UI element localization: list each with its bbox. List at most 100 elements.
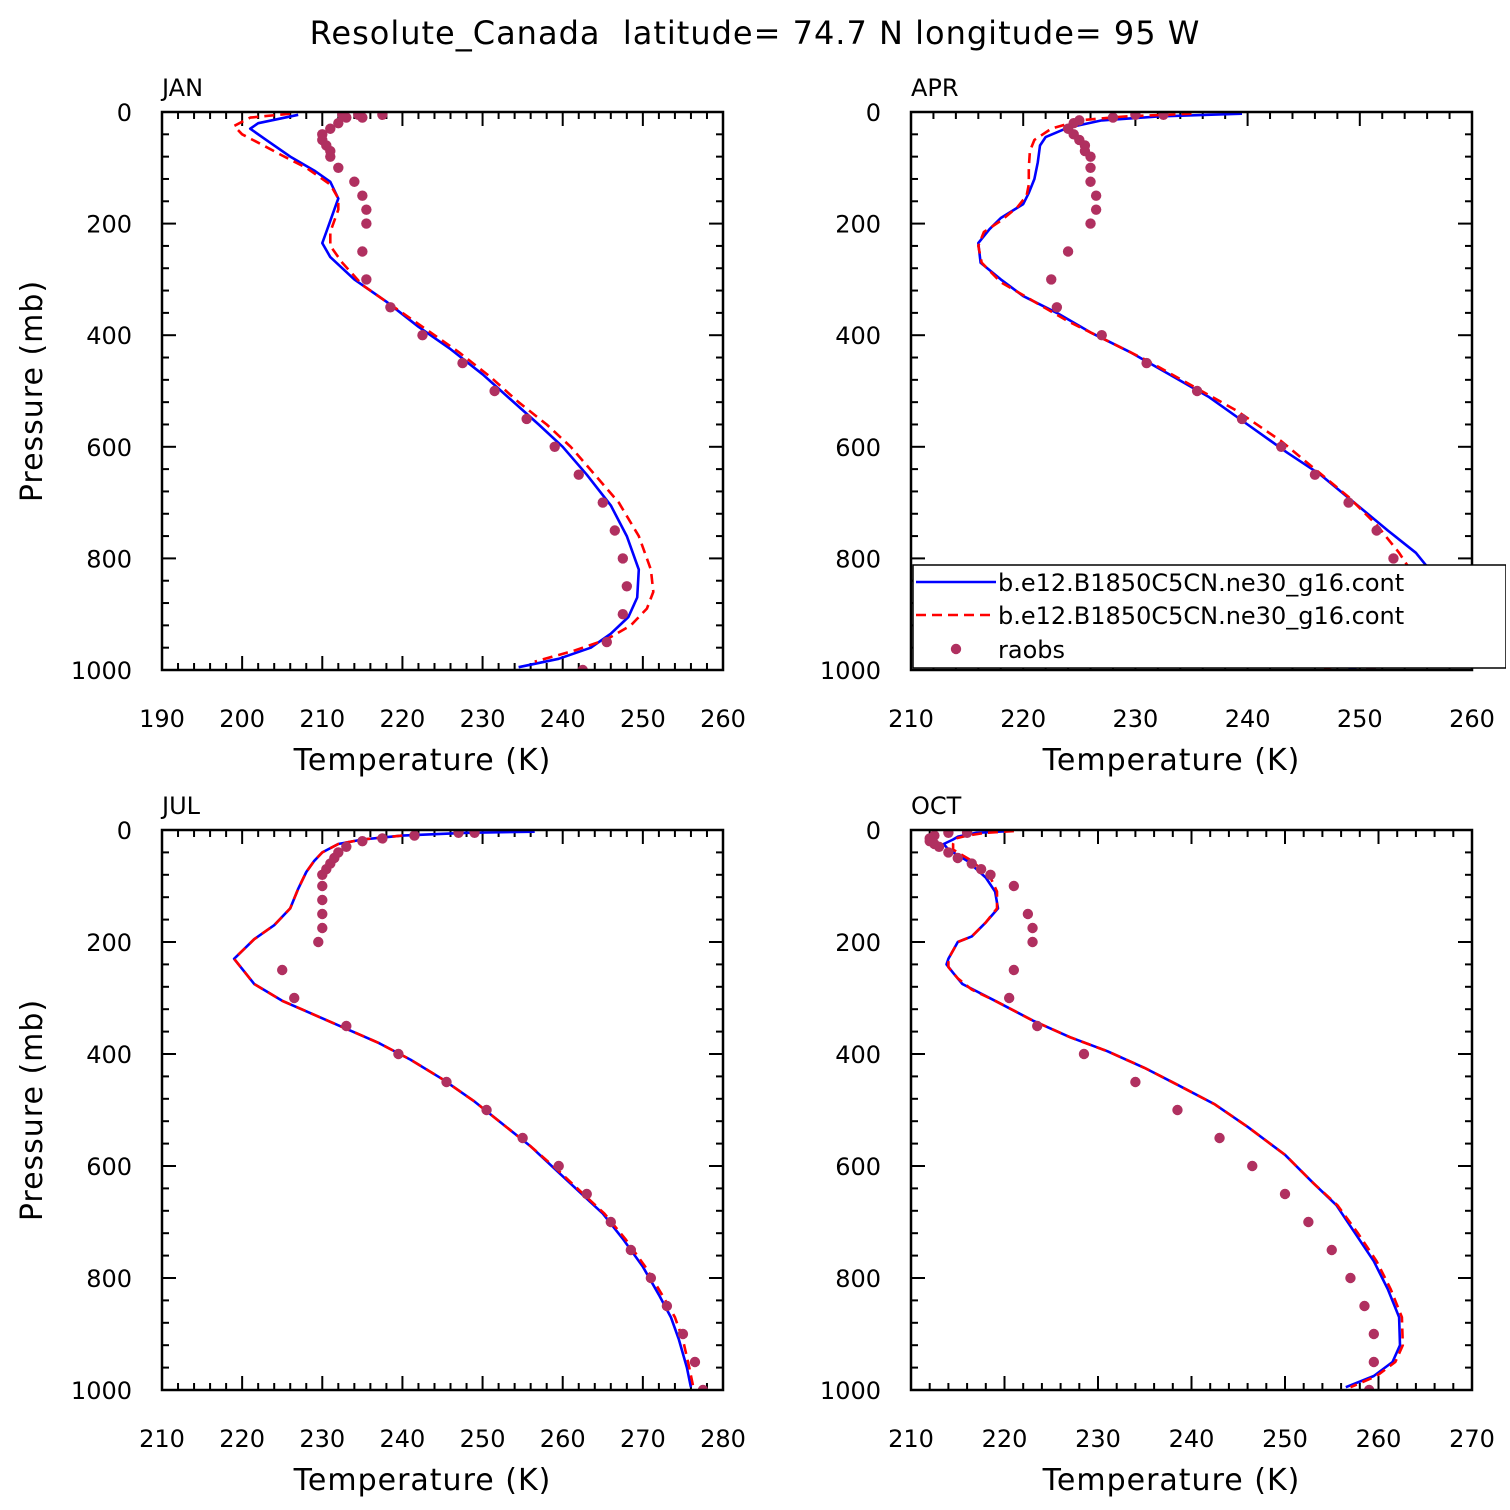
- x-tick-label: 240: [1169, 1425, 1215, 1453]
- raobs-point: [577, 664, 588, 670]
- y-tick-label: 200: [86, 929, 132, 957]
- raobs-point: [417, 330, 428, 341]
- series-line-red-dashed: [947, 830, 1405, 1389]
- raobs-point: [377, 112, 388, 120]
- x-tick-label: 260: [1449, 705, 1495, 733]
- raobs-point: [1062, 246, 1074, 257]
- y-tick-label: 800: [835, 1265, 881, 1293]
- plot-area-jan: [232, 112, 655, 670]
- raobs-point: [621, 581, 633, 592]
- panel-label-jul: JUL: [160, 792, 201, 820]
- raobs-point: [1085, 218, 1096, 229]
- raobs-point: [1214, 1132, 1225, 1144]
- raobs-point: [361, 204, 372, 215]
- y-tick-label: 1000: [71, 657, 132, 685]
- panel-jan: JAN 190 200 210 220 230 240 250 260 0 200 400 600 800…: [15, 74, 746, 778]
- raobs-point: [457, 357, 468, 369]
- raobs-point: [357, 836, 368, 847]
- x-tick-label: 230: [1112, 705, 1158, 733]
- raobs-point: [1090, 190, 1102, 201]
- raobs-point: [601, 636, 612, 648]
- y-axis-title: Pressure (mb): [15, 280, 50, 502]
- raobs-point: [609, 525, 621, 536]
- x-tick-label: 270: [620, 1425, 666, 1453]
- x-tick-label: 210: [888, 1425, 934, 1453]
- raobs-point: [1309, 469, 1321, 480]
- series-line-red-dashed: [232, 834, 695, 1388]
- raobs-point: [333, 162, 344, 173]
- raobs-point: [357, 246, 368, 257]
- series-line-blue-solid: [232, 830, 693, 1388]
- raobs-point: [341, 1020, 352, 1032]
- x-tick-label: 230: [299, 1425, 345, 1453]
- panel-oct: OCT 210 220 230 240 250 260 270 0 200 400 600 800 100…: [820, 792, 1495, 1498]
- raobs-point: [1359, 1300, 1370, 1312]
- raobs-point: [317, 869, 328, 880]
- raobs-point: [1085, 162, 1096, 173]
- raobs-point: [489, 385, 500, 397]
- legend-label: b.e12.B1850C5CN.ne30_g16.cont: [998, 602, 1404, 630]
- legend-label: raobs: [998, 636, 1065, 664]
- y-tick-label: 1000: [820, 1377, 881, 1405]
- raobs-point: [517, 1132, 528, 1144]
- panel-jul: JUL 210 220 230 240 250 260 270 280 0 200 400 600 800…: [15, 792, 746, 1498]
- raobs-point: [689, 1356, 701, 1368]
- plot-area-oct: [924, 830, 1405, 1390]
- panel-apr: APR 210 220 230 240 250 260 0 200 400 600 800 1000 Te…: [820, 74, 1495, 778]
- y-tick-label: 400: [86, 1041, 132, 1069]
- x-tick-label: 270: [1449, 1425, 1495, 1453]
- x-tick-label: 240: [380, 1425, 426, 1453]
- raobs-point: [617, 609, 629, 620]
- raobs-point: [1236, 413, 1248, 425]
- raobs-point: [1085, 176, 1096, 187]
- y-tick-label: 200: [835, 929, 881, 957]
- panel-label-apr: APR: [911, 74, 959, 102]
- x-tick-label: 190: [139, 705, 185, 733]
- y-tick-label: 600: [86, 1153, 132, 1181]
- panel-frame-apr: [909, 110, 1474, 672]
- panel-frame-oct: [909, 828, 1474, 1392]
- raobs-point: [377, 833, 388, 844]
- raobs-point: [1371, 525, 1382, 536]
- y-tick-label: 400: [835, 322, 881, 350]
- raobs-point: [625, 1244, 637, 1256]
- series-raobs: [277, 830, 709, 1390]
- raobs-point: [1051, 302, 1063, 313]
- raobs-point: [1247, 1160, 1258, 1172]
- y-tick-label: 800: [86, 545, 132, 573]
- raobs-point: [1172, 1104, 1183, 1116]
- raobs-point: [1368, 1356, 1380, 1368]
- raobs-point: [617, 553, 629, 564]
- x-tick-label: 220: [982, 1425, 1028, 1453]
- raobs-point: [393, 1048, 404, 1060]
- legend: b.e12.B1850C5CN.ne30_g16.cont b.e12.B1850…: [912, 564, 1506, 669]
- x-tick-label: 210: [299, 705, 345, 733]
- x-tick-label: 250: [1262, 1425, 1308, 1453]
- y-tick-label: 800: [86, 1265, 132, 1293]
- raobs-point: [1363, 1384, 1375, 1390]
- raobs-point: [661, 1300, 673, 1312]
- panel-frame-jan: [160, 110, 725, 672]
- legend-box: [912, 564, 1506, 669]
- raobs-point: [317, 908, 328, 920]
- raobs-point: [1388, 553, 1399, 564]
- x-axis-title: Temperature (K): [1042, 1463, 1301, 1498]
- x-tick-label: 260: [700, 705, 746, 733]
- panel-frame-jul: [160, 828, 725, 1392]
- raobs-point: [1096, 330, 1107, 341]
- x-tick-label: 210: [888, 705, 934, 733]
- raobs-point: [1003, 992, 1015, 1004]
- raobs-point: [441, 1076, 452, 1088]
- raobs-point: [361, 274, 372, 285]
- raobs-point: [985, 869, 996, 880]
- raobs-point: [361, 218, 372, 229]
- raobs-point: [1090, 204, 1102, 215]
- raobs-point: [353, 112, 364, 120]
- raobs-point: [1158, 112, 1169, 120]
- raobs-point: [277, 964, 288, 976]
- y-tick-label: 1000: [820, 657, 881, 685]
- raobs-point: [1107, 112, 1119, 123]
- raobs-point: [469, 830, 480, 838]
- raobs-point: [313, 936, 324, 948]
- x-tick-label: 220: [380, 705, 426, 733]
